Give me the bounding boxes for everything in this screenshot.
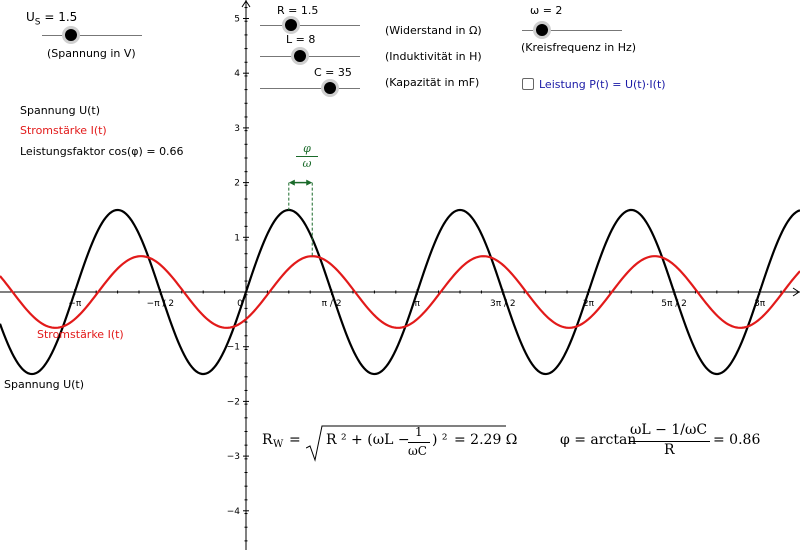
us-symbol: U: [26, 10, 35, 24]
y-tick-label: 4: [234, 69, 240, 79]
x-axis-arrow: [792, 287, 800, 297]
y-axis-arrow: [241, 0, 251, 8]
omega-slider-label: ω = 2: [530, 4, 563, 17]
l-slider-knob[interactable]: [291, 47, 309, 65]
x-tick-label: 3π: [754, 299, 766, 309]
l-slider-caption: (Induktivität in H): [385, 50, 482, 63]
us-slider-track[interactable]: [42, 35, 142, 36]
curve-label-current: Stromstärke I(t): [37, 328, 124, 341]
power-checkbox-label[interactable]: Leistung P(t) = U(t)·I(t): [539, 78, 666, 91]
x-tick-label: π: [415, 299, 421, 309]
x-tick-label: −π / 2: [147, 299, 174, 309]
y-tick-label: −4: [227, 507, 241, 517]
us-slider-label: US = 1.5: [26, 10, 77, 27]
x-tick-label: 0: [237, 299, 243, 309]
y-tick-label: 1: [234, 233, 240, 243]
legend-voltage: Spannung U(t): [20, 104, 101, 117]
x-tick-label: 3π / 2: [490, 299, 516, 309]
omega-slider-track[interactable]: [522, 30, 622, 31]
omega-slider-knob[interactable]: [533, 21, 551, 39]
rw-fraction-bar: [408, 442, 430, 443]
x-tick-label: π / 2: [322, 299, 342, 309]
y-tick-label: −1: [227, 343, 240, 353]
c-slider-label: C = 35: [314, 66, 352, 79]
rw-sub: W: [273, 439, 284, 450]
x-tick-label: 5π / 2: [661, 299, 687, 309]
c-slider-knob[interactable]: [321, 79, 339, 97]
legend-power-factor: Leistungsfaktor cos(φ) = 0.66: [20, 145, 184, 158]
y-tick-label: −3: [227, 452, 240, 462]
r-slider-track[interactable]: [260, 25, 360, 26]
rw-wc: ωC: [408, 444, 427, 458]
l-slider-track[interactable]: [260, 56, 360, 57]
c-slider-track[interactable]: [260, 88, 360, 89]
rw-eq: =: [289, 432, 301, 448]
rw-value: = 2.29 Ω: [454, 432, 518, 448]
phase-arrow-left: [288, 179, 295, 186]
rw-lhs: R: [262, 432, 273, 448]
y-tick-label: 3: [234, 124, 240, 134]
phi-fraction-bar: [630, 441, 710, 442]
phase-num: φ: [296, 142, 318, 157]
r-slider-caption: (Widerstand in Ω): [385, 24, 482, 37]
l-slider-label: L = 8: [286, 33, 316, 46]
current-curve: [0, 255, 800, 329]
phi-den: R: [664, 442, 675, 458]
phase-den: ω: [302, 157, 312, 170]
rw-one: 1: [415, 425, 423, 439]
power-checkbox[interactable]: [522, 78, 534, 90]
us-value: = 1.5: [44, 10, 78, 24]
phi-value: = 0.86: [713, 432, 761, 448]
voltage-curve: [0, 208, 800, 376]
phase-arrow-right: [306, 179, 313, 186]
y-tick-label: 5: [234, 15, 240, 25]
curve-label-voltage: Spannung U(t): [4, 378, 85, 391]
c-slider-caption: (Kapazität in mF): [385, 76, 480, 89]
x-tick-label: −π: [68, 299, 82, 309]
r-slider-knob[interactable]: [282, 16, 300, 34]
x-tick-label: 2π: [583, 299, 595, 309]
phase-annotation: φ ω: [296, 142, 318, 171]
y-tick-label: −2: [227, 397, 240, 407]
omega-slider-caption: (Kreisfrequenz in Hz): [521, 41, 637, 54]
sqrt-sign: [306, 425, 506, 462]
rw-r2: R ² + (ωL −: [326, 432, 410, 448]
us-slider-knob[interactable]: [62, 26, 80, 44]
phi-num: ωL − 1/ωC: [630, 422, 708, 438]
rw-close: ) ²: [432, 432, 448, 448]
us-subscript: S: [34, 17, 41, 28]
phi-lhs: φ = arctan: [560, 432, 637, 448]
r-slider-label: R = 1.5: [277, 4, 319, 17]
y-tick-label: 2: [234, 179, 240, 189]
us-slider-caption: (Spannung in V): [47, 47, 136, 60]
legend-current: Stromstärke I(t): [20, 124, 107, 137]
